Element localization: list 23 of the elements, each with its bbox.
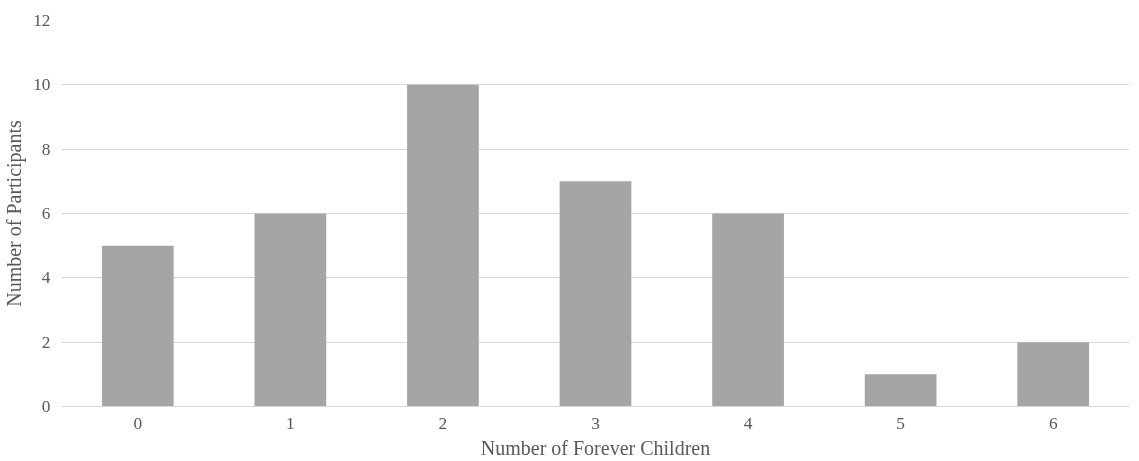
y-axis-title: Number of Participants: [3, 119, 27, 307]
y-tick-label: 12: [33, 11, 51, 30]
y-tick-label: 10: [33, 75, 51, 95]
y-tick-label: 0: [41, 397, 51, 416]
x-tick-label: 6: [1048, 413, 1058, 433]
x-axis-title: Number of Forever Children: [480, 436, 711, 459]
y-tick-label: 4: [41, 268, 51, 288]
x-tick-label: 3: [591, 413, 600, 433]
x-tick-label: 0: [133, 413, 143, 433]
bar: [254, 213, 327, 407]
bar: [101, 245, 174, 407]
y-tick-label: 2: [41, 332, 51, 352]
bar: [864, 374, 937, 407]
bar: [559, 181, 632, 407]
x-tick-label: 4: [743, 413, 753, 433]
y-tick-label: 8: [41, 139, 51, 159]
x-tick-label: 1: [286, 413, 295, 433]
bar: [712, 213, 784, 407]
x-tick-label: 5: [896, 413, 905, 433]
bar: [407, 84, 479, 407]
y-tick-label: 6: [41, 204, 51, 223]
bar: [1017, 342, 1090, 407]
x-tick-label: 2: [438, 413, 448, 433]
